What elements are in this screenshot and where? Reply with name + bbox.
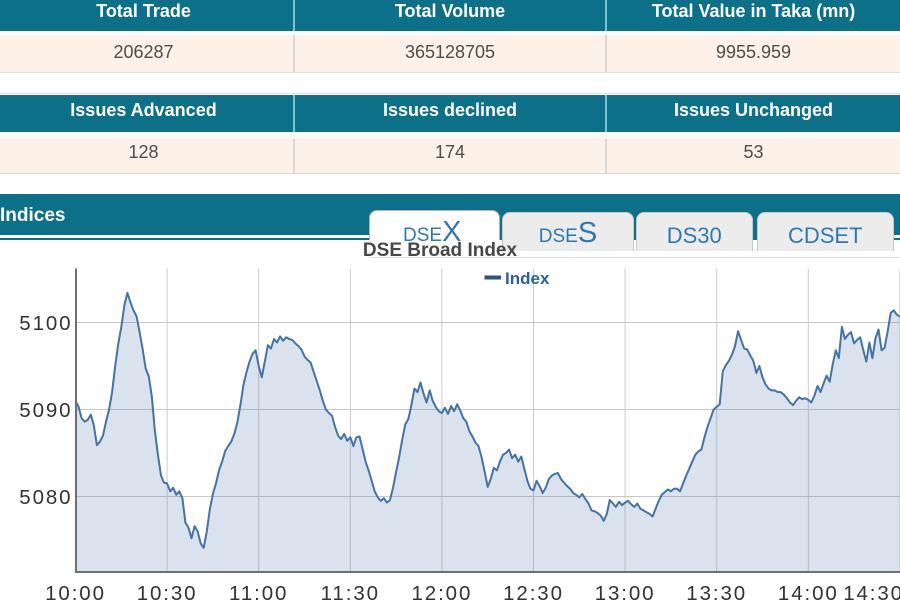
svg-text:14:30: 14:30 <box>843 582 900 600</box>
svg-text:10:30: 10:30 <box>137 582 198 600</box>
svg-text:11:00: 11:00 <box>229 582 288 600</box>
svg-text:DSE Broad Index: DSE Broad Index <box>363 240 518 261</box>
svg-text:5100: 5100 <box>19 312 72 335</box>
svg-text:11:30: 11:30 <box>321 582 380 600</box>
svg-text:Index: Index <box>505 269 550 288</box>
svg-text:12:30: 12:30 <box>503 582 564 600</box>
svg-text:12:00: 12:00 <box>411 582 472 600</box>
svg-text:13:00: 13:00 <box>595 582 656 600</box>
svg-text:14:00: 14:00 <box>778 582 839 600</box>
svg-text:5090: 5090 <box>19 399 72 422</box>
svg-text:13:30: 13:30 <box>686 582 747 600</box>
svg-text:10:00: 10:00 <box>45 582 106 600</box>
svg-text:5080: 5080 <box>19 486 72 509</box>
